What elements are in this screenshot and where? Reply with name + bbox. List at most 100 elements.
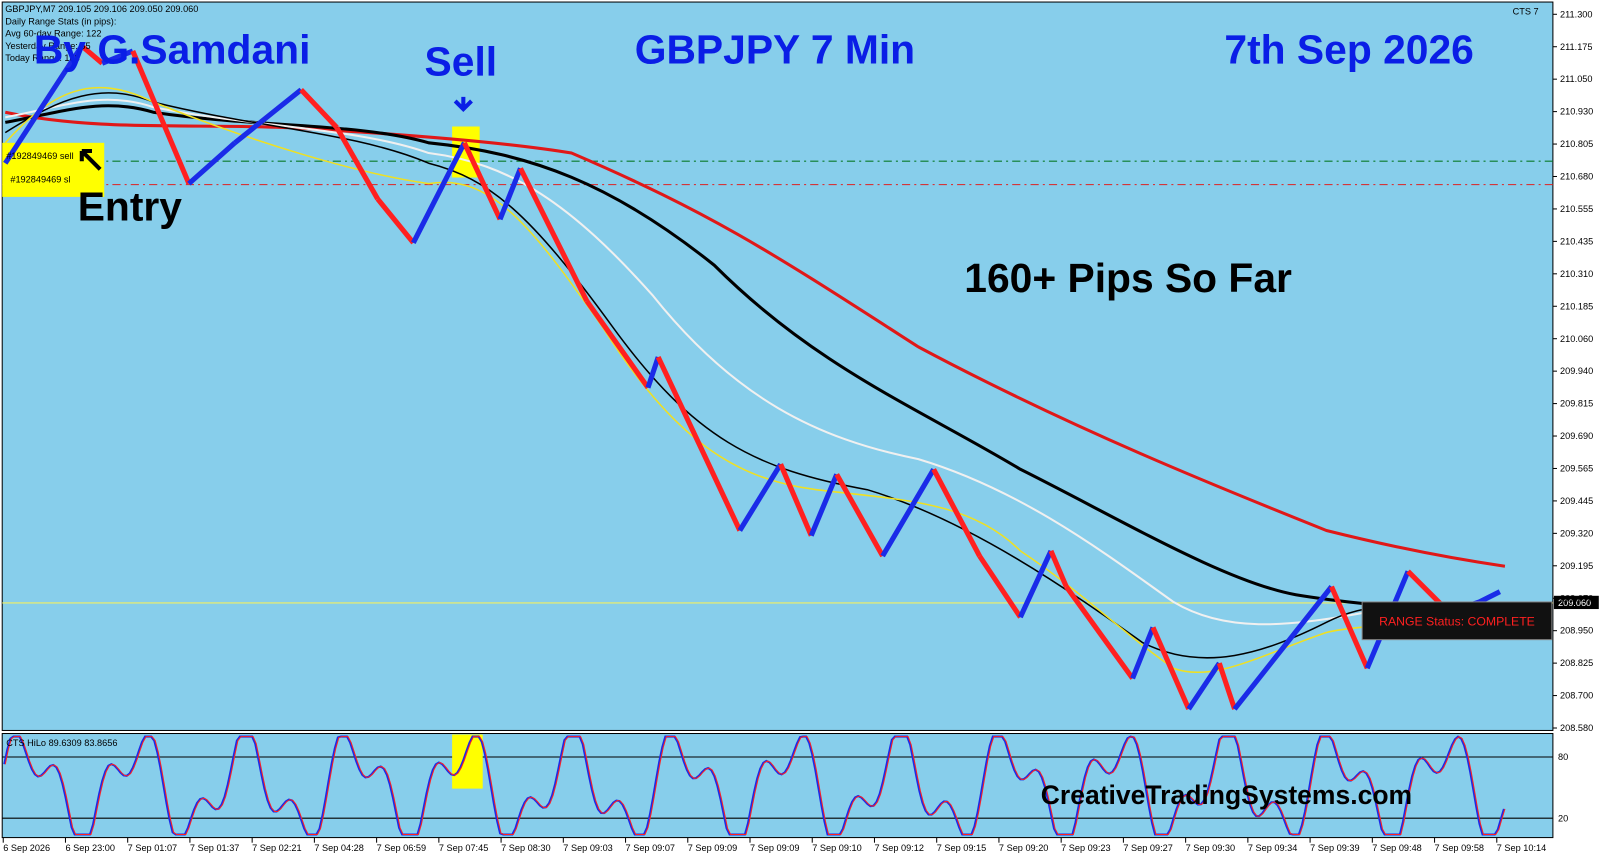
price-bricks xyxy=(3,43,1501,711)
price-label: 210.930 xyxy=(1560,107,1593,117)
price-label: 209.445 xyxy=(1560,496,1593,506)
time-label: 7 Sep 07:45 xyxy=(439,843,488,853)
time-label: 7 Sep 09:12 xyxy=(874,843,923,853)
time-label: 7 Sep 09:34 xyxy=(1248,843,1297,853)
brick-run xyxy=(1478,589,1501,605)
time-label: 7 Sep 09:09 xyxy=(688,843,737,853)
price-label: 209.815 xyxy=(1560,399,1593,409)
price-label: 209.320 xyxy=(1560,528,1593,538)
time-label: 7 Sep 09:15 xyxy=(937,843,986,853)
brick-run xyxy=(497,167,523,221)
ma-slow xyxy=(4,110,1506,568)
brick-run xyxy=(880,467,936,558)
osc-highlight xyxy=(452,734,483,789)
current-price: 209.060 xyxy=(1558,598,1591,608)
stats-line: Avg 60-day Range: 122 xyxy=(5,29,101,39)
time-label: 7 Sep 09:27 xyxy=(1123,843,1172,853)
sell-label: Sell xyxy=(425,38,498,84)
price-panel xyxy=(1,1,1554,731)
brick-run xyxy=(1064,585,1135,680)
brick-run xyxy=(1186,661,1222,711)
brick-run xyxy=(737,462,783,532)
sell-arrow xyxy=(453,96,473,113)
title: GBPJPY 7 Min xyxy=(635,26,915,72)
price-label: 210.060 xyxy=(1560,334,1593,344)
time-label: 7 Sep 09:20 xyxy=(999,843,1048,853)
website: CreativeTradingSystems.com xyxy=(1041,780,1412,810)
price-label: 211.300 xyxy=(1560,9,1592,19)
ma-black xyxy=(4,104,1368,606)
time-label: 7 Sep 09:30 xyxy=(1186,843,1235,853)
price-label: 208.825 xyxy=(1560,658,1593,668)
time-label: 7 Sep 04:28 xyxy=(314,843,363,853)
order-label: #192849469 sl xyxy=(10,175,70,185)
time-label: 6 Sep 2026 xyxy=(3,843,50,853)
time-label: 7 Sep 09:07 xyxy=(626,843,675,853)
range-status: RANGE Status: COMPLETE xyxy=(1379,614,1535,628)
brick-run xyxy=(931,468,982,558)
brick-run xyxy=(1329,585,1370,670)
brick-run xyxy=(299,88,339,130)
price-label: 208.700 xyxy=(1560,691,1593,701)
brick-run xyxy=(3,44,84,165)
stats-line: Daily Range Stats (in pips): xyxy=(5,16,116,26)
time-label: 7 Sep 09:03 xyxy=(563,843,612,853)
author: By G.Samdani xyxy=(34,26,311,72)
price-label: 208.580 xyxy=(1560,723,1593,733)
price-label: 210.185 xyxy=(1560,301,1593,311)
time-label: 7 Sep 01:37 xyxy=(190,843,239,853)
price-label: 209.565 xyxy=(1560,464,1593,474)
brick-run xyxy=(334,126,380,201)
price-label: 211.050 xyxy=(1560,74,1592,84)
symbol-line: GBPJPY,M7 209.105 209.106 209.050 209.06… xyxy=(5,4,198,14)
price-label: 210.310 xyxy=(1560,269,1593,279)
time-label: 7 Sep 09:23 xyxy=(1061,843,1110,853)
brick-run xyxy=(655,355,743,532)
time-label: 6 Sep 23:00 xyxy=(65,843,114,853)
axes: 211.300 211.175 211.050 210.930 210.805 210.6… xyxy=(2,9,1593,853)
brick-run xyxy=(834,473,885,558)
time-label: 7 Sep 08:30 xyxy=(501,843,550,853)
result: 160+ Pips So Far xyxy=(964,255,1292,301)
brick-run xyxy=(101,48,134,66)
ma-white xyxy=(5,98,1368,626)
current-price-box xyxy=(1553,595,1599,610)
ma-fast xyxy=(4,92,1388,659)
time-label: 7 Sep 09:09 xyxy=(750,843,799,853)
brick-run xyxy=(375,197,416,245)
brick-run xyxy=(1018,549,1054,619)
brick-run xyxy=(411,141,467,244)
entry-label: Entry xyxy=(78,183,183,229)
date: 7th Sep 2026 xyxy=(1224,26,1473,72)
time-label: 7 Sep 09:10 xyxy=(812,843,861,853)
brick-run xyxy=(233,87,303,145)
brick-run xyxy=(808,473,840,537)
order-label: #192849469 sell xyxy=(6,151,73,161)
brick-run xyxy=(584,299,651,390)
oscillator-panel xyxy=(1,733,1554,839)
time-label: 7 Sep 09:58 xyxy=(1435,843,1484,853)
stats-line: Yesterday Range: 55 xyxy=(5,41,90,51)
brick-run xyxy=(977,554,1023,619)
oscillator-blue xyxy=(3,735,1505,836)
brick-run xyxy=(130,50,192,185)
brick-run xyxy=(1048,549,1069,588)
oscillator-red xyxy=(4,736,1506,836)
brick-run xyxy=(518,167,590,303)
oscillator-line xyxy=(3,735,1506,836)
brick-run xyxy=(778,463,814,537)
range-status-box xyxy=(1361,601,1553,641)
brick-run xyxy=(1130,626,1156,680)
price-label: 210.435 xyxy=(1560,236,1593,246)
brick-run xyxy=(1232,585,1334,711)
brick-run xyxy=(187,140,237,186)
brick-run xyxy=(645,356,661,389)
price-label: 210.805 xyxy=(1560,139,1593,149)
oscillator-label: CTS HiLo 89.6309 83.8656 xyxy=(6,738,117,748)
brick-run xyxy=(1216,662,1238,710)
time-label: 7 Sep 02:21 xyxy=(252,843,301,853)
price-label: 208.950 xyxy=(1560,626,1593,636)
price-label: 211.175 xyxy=(1560,42,1592,52)
ma-yellow xyxy=(4,87,1388,673)
